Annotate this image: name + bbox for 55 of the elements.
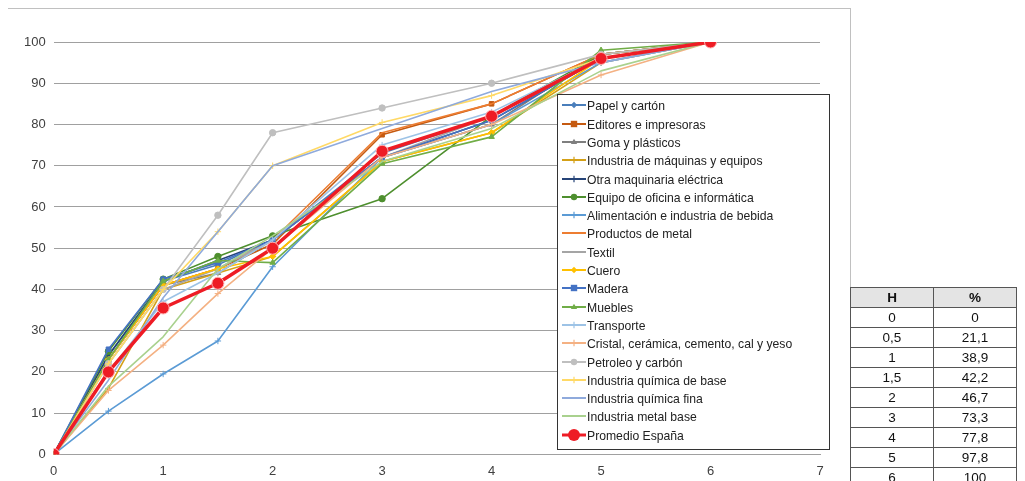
- x-tick-label: 2: [269, 462, 277, 478]
- text: 73,3: [961, 410, 989, 425]
- y-tick-label: 100: [23, 33, 46, 49]
- text: 97,8: [961, 450, 989, 465]
- y-tick-label: 30: [31, 322, 46, 338]
- legend-label: Otra maquinaria eléctrica: [587, 172, 724, 187]
- y-tick-label: 0: [38, 445, 46, 461]
- legend-label: Industria de máquinas y equipos: [587, 154, 763, 169]
- text: 21,1: [961, 330, 989, 345]
- legend-label: Cuero: [587, 264, 621, 279]
- text: 46,7: [961, 390, 989, 405]
- y-tick-label: 60: [31, 198, 46, 214]
- y-tick-label: 20: [31, 363, 46, 379]
- category-label: 1: [850, 347, 934, 368]
- category-label: 0,5: [850, 327, 934, 348]
- x-tick-label: 1: [159, 462, 167, 478]
- text: 38,9: [961, 350, 989, 365]
- legend-label: Industria metal base: [587, 410, 697, 425]
- text: H: [850, 287, 934, 308]
- legend-label: Alimentación e industria de bebida: [587, 209, 774, 224]
- text: 42,2: [961, 370, 989, 385]
- x-tick-label: 6: [706, 462, 715, 478]
- x-tick-label: 3: [378, 462, 386, 478]
- legend-label: Muebles: [587, 300, 634, 315]
- legend-label: Equipo de oficina e informática: [587, 190, 754, 205]
- legend-label: Promedio España: [587, 428, 684, 443]
- legend-label: Madera: [587, 282, 629, 297]
- legend-label: Productos de metal: [587, 227, 693, 242]
- y-tick-label: 90: [31, 74, 46, 90]
- x-tick-label: 7: [816, 462, 824, 478]
- category-label: 0: [850, 307, 934, 328]
- y-tick-label: 80: [31, 116, 46, 132]
- y-tick-label: 40: [31, 281, 46, 297]
- legend-label: Goma y plásticos: [587, 135, 681, 150]
- y-tick-label: 70: [31, 157, 46, 173]
- text: 77,8: [961, 430, 989, 445]
- legend-label: Papel y cartón: [587, 99, 665, 114]
- x-tick-label: 0: [50, 462, 58, 478]
- x-tick-label: 4: [487, 462, 496, 478]
- legend-label: Textil: [587, 245, 615, 260]
- legend-label: Editores e impresoras: [587, 117, 706, 132]
- category-label: 1,5: [850, 367, 934, 388]
- category-label: 4: [850, 427, 934, 448]
- text: %: [933, 287, 1017, 308]
- legend-label: Petroleo y carbón: [587, 355, 683, 370]
- y-tick-label: 10: [31, 404, 46, 420]
- category-label: 2: [850, 387, 934, 408]
- legend-label: Industria química de base: [587, 373, 727, 388]
- text: 0: [971, 310, 979, 325]
- legend-label: Transporte: [587, 318, 646, 333]
- x-tick-label: 5: [597, 462, 605, 478]
- y-tick-label: 50: [31, 239, 46, 255]
- legend-label: Cristal, cerámica, cemento, cal y yeso: [587, 337, 793, 352]
- category-label: 3: [850, 407, 934, 428]
- legend-label: Industria química fina: [587, 392, 703, 407]
